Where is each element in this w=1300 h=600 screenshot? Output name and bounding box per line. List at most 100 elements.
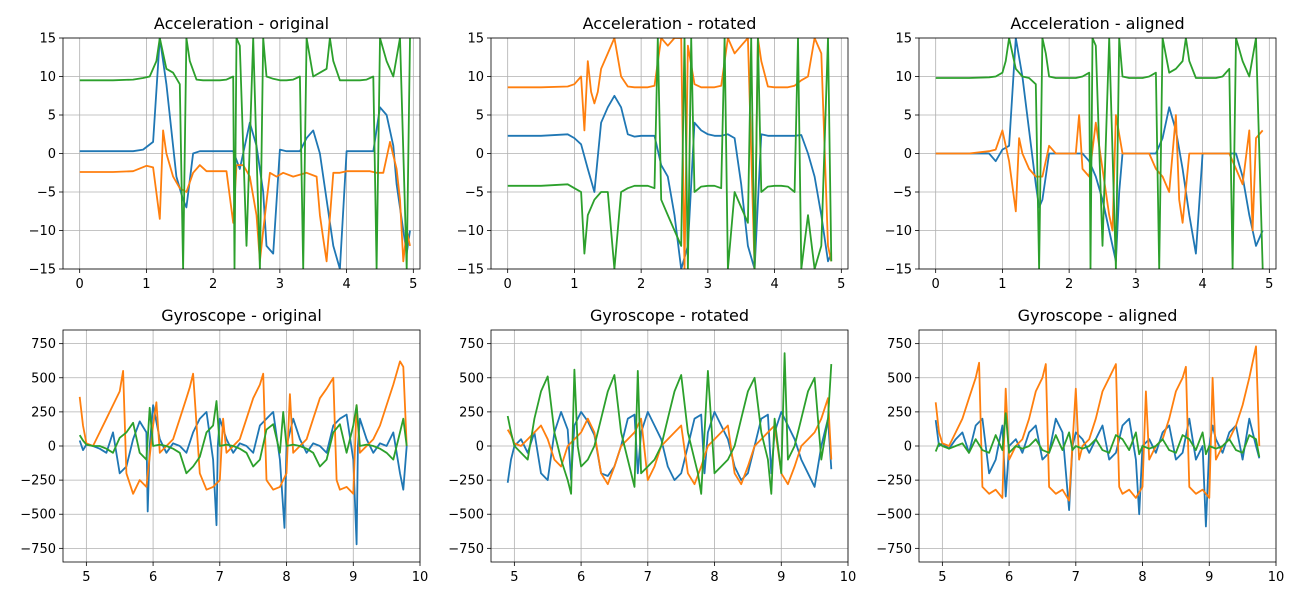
y-tick-label: 250 xyxy=(887,405,912,420)
x-tick-label: 4 xyxy=(1198,277,1206,292)
series-group xyxy=(79,38,411,269)
x-tick-label: 5 xyxy=(82,570,90,585)
subplot-6: 5 6 7 8 9 10 −750 −500 −250 0 250 500 750 Gyroscope -… xyxy=(876,306,1284,585)
x-tick-label: 10 xyxy=(1268,570,1285,585)
x-tick-label: 9 xyxy=(1205,570,1213,585)
x-tick-label: 3 xyxy=(1132,277,1140,292)
series-line-3 xyxy=(507,38,833,269)
series-line-1 xyxy=(79,38,411,269)
x-tick-label: 5 xyxy=(938,570,946,585)
y-tick-label: 5 xyxy=(904,109,912,124)
x-tick-label: 9 xyxy=(349,570,357,585)
y-tick-label: 0 xyxy=(904,440,912,455)
series-line-3 xyxy=(506,352,833,495)
x-tick-label: 0 xyxy=(932,277,940,292)
series-line-2 xyxy=(79,129,411,263)
series-group xyxy=(78,360,408,546)
x-tick-label: 2 xyxy=(209,277,217,292)
series-line-2 xyxy=(934,345,1261,502)
y-tick-label: 0 xyxy=(48,440,56,455)
x-tick-label: 4 xyxy=(342,277,350,292)
x-tick-label: 6 xyxy=(577,570,585,585)
series-line-3 xyxy=(934,412,1261,458)
y-tick-label: −15 xyxy=(457,263,484,278)
x-tick-label: 1 xyxy=(570,277,578,292)
y-tick-label: −5 xyxy=(37,186,56,201)
series-line-2 xyxy=(78,360,408,495)
y-tick-label: −15 xyxy=(29,263,56,278)
x-tick-label: 7 xyxy=(216,570,224,585)
y-tick-label: −10 xyxy=(457,224,484,239)
series-group xyxy=(934,345,1261,528)
y-tick-label: 750 xyxy=(887,337,912,352)
x-tick-label: 1 xyxy=(142,277,150,292)
series-line-1 xyxy=(507,94,833,269)
x-tick-label: 7 xyxy=(644,570,652,585)
y-tick-label: 500 xyxy=(31,371,56,386)
y-tick-label: −500 xyxy=(876,508,912,523)
series-line-3 xyxy=(78,400,408,475)
y-tick-label: 0 xyxy=(476,440,484,455)
y-tick-label: −750 xyxy=(448,542,484,557)
y-tick-label: 10 xyxy=(467,70,484,85)
y-tick-label: 500 xyxy=(887,371,912,386)
subplot-3: 0 1 2 3 4 5 −15 −10 −5 0 5 10 15 Acceleration - align… xyxy=(885,14,1277,292)
y-tick-label: −500 xyxy=(20,508,56,523)
subplot-title: Acceleration - rotated xyxy=(583,14,757,33)
y-tick-label: −5 xyxy=(465,186,484,201)
subplot-title: Acceleration - aligned xyxy=(1010,14,1184,33)
subplot-title: Gyroscope - rotated xyxy=(590,306,749,325)
y-tick-label: 250 xyxy=(31,405,56,420)
y-tick-label: 750 xyxy=(31,337,56,352)
series-group xyxy=(935,38,1264,269)
y-tick-label: −5 xyxy=(893,186,912,201)
x-tick-label: 3 xyxy=(704,277,712,292)
x-tick-label: 9 xyxy=(777,570,785,585)
series-group xyxy=(507,38,833,269)
series-line-1 xyxy=(78,404,408,546)
y-tick-label: 10 xyxy=(39,70,56,85)
x-tick-label: 7 xyxy=(1072,570,1080,585)
x-tick-label: 2 xyxy=(637,277,645,292)
x-tick-label: 0 xyxy=(504,277,512,292)
subplot-title: Gyroscope - original xyxy=(161,306,322,325)
x-tick-label: 5 xyxy=(409,277,417,292)
y-tick-label: 0 xyxy=(48,147,56,162)
y-tick-label: −10 xyxy=(29,224,56,239)
subplot-title: Acceleration - original xyxy=(154,14,329,33)
x-tick-label: 6 xyxy=(1005,570,1013,585)
y-tick-label: −500 xyxy=(448,508,484,523)
series-line-3 xyxy=(79,38,411,269)
x-tick-label: 2 xyxy=(1065,277,1073,292)
subplot-1: 0 1 2 3 4 5 −15 −10 −5 0 5 10 15 Acceleration - origi… xyxy=(29,14,421,292)
subplot-2: 0 1 2 3 4 5 −15 −10 −5 0 5 10 15 Acceleration - rotat… xyxy=(457,14,849,292)
x-tick-label: 6 xyxy=(149,570,157,585)
x-tick-label: 5 xyxy=(1265,277,1273,292)
y-tick-label: 15 xyxy=(39,32,56,47)
y-tick-label: −250 xyxy=(876,474,912,489)
y-tick-label: −250 xyxy=(448,474,484,489)
y-tick-label: −750 xyxy=(20,542,56,557)
y-tick-label: 0 xyxy=(476,147,484,162)
y-tick-label: −15 xyxy=(885,263,912,278)
y-tick-label: −750 xyxy=(876,542,912,557)
series-line-1 xyxy=(934,417,1261,528)
x-tick-label: 10 xyxy=(412,570,429,585)
y-tick-label: 10 xyxy=(895,70,912,85)
gridlines xyxy=(491,37,848,270)
y-tick-label: 500 xyxy=(459,371,484,386)
x-tick-label: 8 xyxy=(1138,570,1146,585)
subplot-5: 5 6 7 8 9 10 −750 −500 −250 0 250 500 750 Gyroscope -… xyxy=(448,306,856,585)
series-group xyxy=(506,352,833,495)
y-tick-label: −10 xyxy=(885,224,912,239)
y-tick-label: 750 xyxy=(459,337,484,352)
subplot-4: 5 6 7 8 9 10 −750 −500 −250 0 250 500 750 Gyroscope -… xyxy=(20,306,428,585)
x-tick-label: 0 xyxy=(76,277,84,292)
y-tick-label: 5 xyxy=(48,109,56,124)
subplot-title: Gyroscope - aligned xyxy=(1018,306,1178,325)
x-tick-label: 4 xyxy=(770,277,778,292)
y-tick-label: 5 xyxy=(476,109,484,124)
x-tick-label: 10 xyxy=(840,570,857,585)
y-tick-label: 15 xyxy=(895,32,912,47)
